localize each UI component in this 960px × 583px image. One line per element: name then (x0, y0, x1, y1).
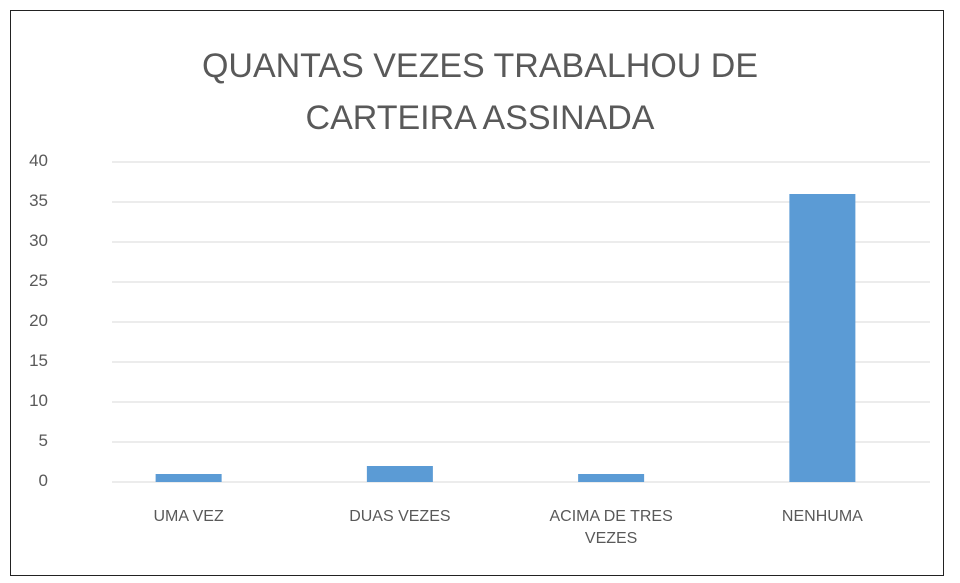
x-tick-label: NENHUMA (781, 508, 863, 525)
x-tick-label: UMA VEZ (153, 508, 224, 525)
y-tick-label: 5 (38, 431, 48, 450)
y-tick-label: 15 (29, 351, 48, 370)
x-tick-label: ACIMA DE TRES VEZES (549, 508, 673, 548)
y-tick-label: 40 (29, 151, 48, 170)
bar (366, 466, 433, 482)
y-tick-label: 30 (29, 231, 48, 250)
y-tick-label: 10 (29, 391, 48, 410)
bar (578, 474, 645, 482)
chart-title: QUANTAS VEZES TRABALHOU DE CARTEIRA ASSI… (201, 47, 759, 137)
y-tick-label: 35 (29, 191, 48, 210)
bar (789, 194, 856, 482)
chart-border (10, 10, 944, 576)
bar (155, 474, 222, 482)
y-tick-label: 20 (29, 311, 48, 330)
y-tick-label: 0 (38, 471, 48, 490)
x-tick-label: DUAS VEZES (349, 508, 451, 525)
y-tick-label: 25 (29, 271, 48, 290)
